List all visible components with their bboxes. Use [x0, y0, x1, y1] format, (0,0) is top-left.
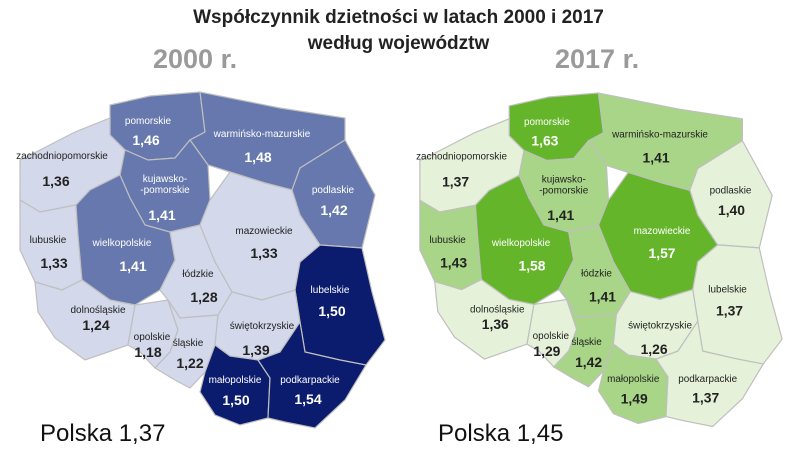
region-lodzkie: łódzkie 1,28	[159, 224, 233, 319]
region-name-zachodniopomorskie: zachodniopomorskie	[16, 151, 108, 162]
region-name-podlaskie: podlaskie	[312, 185, 355, 196]
region-value-mazowieckie: 1,57	[649, 245, 676, 261]
region-value-zachodniopomorskie: 1,37	[442, 173, 469, 189]
region-warminsko-mazurskie: warmińsko-mazurskie 1,41	[587, 92, 744, 192]
region-shape-slaskie	[154, 299, 219, 389]
region-value-lodzkie: 1,28	[190, 289, 217, 305]
region-name-podkarpackie: podkarpackie	[678, 374, 737, 385]
region-value-wielkopolskie: 1,41	[119, 258, 146, 274]
region-value-swietokrzyskie: 1,26	[641, 341, 668, 357]
region-value-warminsko-mazurskie: 1,48	[244, 149, 271, 165]
region-lubuskie: lubuskie 1,43	[419, 199, 483, 291]
region-value-opolskie: 1,29	[533, 343, 560, 359]
region-value-mazowieckie: 1,33	[250, 245, 277, 261]
region-mazowieckie: mazowieckie 1,57	[597, 171, 719, 301]
region-lubelskie: lubelskie 1,50	[294, 244, 386, 366]
region-name-wielkopolskie: wielkopolskie	[92, 238, 152, 249]
region-malopolskie: małopolskie 1,49	[597, 343, 669, 425]
region-value-lubelskie: 1,37	[716, 302, 743, 318]
region-podkarpackie: podkarpackie 1,54	[257, 320, 367, 429]
region-pomorskie: pomorskie 1,63	[508, 92, 605, 162]
total-label-2017: Polska 1,45	[438, 420, 564, 447]
region-name-dolnoslaskie: dolnośląskie	[70, 305, 125, 316]
region-value-dolnoslaskie: 1,36	[482, 316, 509, 332]
map-title-line2: według województw	[307, 33, 490, 54]
region-name-slaskie: śląskie	[571, 337, 602, 348]
region-wielkopolskie: wielkopolskie 1,58	[474, 174, 575, 306]
region-name-lubuskie: lubuskie	[429, 235, 466, 246]
region-name-lodzkie: łódzkie	[581, 269, 612, 280]
region-name-malopolskie: małopolskie	[209, 375, 262, 386]
region-value-kujawsko-pomorskie: 1,41	[547, 207, 574, 223]
region-value-podkarpackie: 1,54	[294, 391, 321, 407]
region-name-kujawsko-pomorskie: kujawsko--pomorskie	[140, 174, 190, 196]
region-shape-podkarpackie	[655, 319, 765, 428]
region-name-mazowieckie: mazowieckie	[634, 226, 691, 237]
region-lubuskie: lubuskie 1,33	[19, 198, 83, 291]
region-pomorskie: pomorskie 1,46	[109, 91, 206, 161]
region-lodzkie: łódzkie 1,41	[558, 224, 631, 318]
region-name-zachodniopomorskie: zachodniopomorskie	[416, 152, 507, 163]
map-2000: pomorskie 1,46 warmińsko-mazurskie 1,48 zach…	[16, 91, 386, 429]
region-warminsko-mazurskie: warmińsko-mazurskie 1,48	[189, 91, 346, 191]
region-name-podlaskie: podlaskie	[710, 185, 752, 196]
region-value-podlaskie: 1,42	[320, 202, 347, 218]
region-value-zachodniopomorskie: 1,36	[42, 173, 69, 189]
region-value-malopolskie: 1,49	[621, 391, 648, 407]
region-value-lubuskie: 1,33	[40, 255, 67, 271]
region-slaskie: śląskie 1,42	[552, 299, 618, 388]
region-value-podkarpackie: 1,37	[692, 390, 719, 406]
region-value-swietokrzyskie: 1,39	[242, 342, 269, 358]
region-value-podlaskie: 1,40	[718, 202, 745, 218]
region-name-wielkopolskie: wielkopolskie	[491, 238, 551, 249]
region-name-swietokrzyskie: świętokrzyskie	[628, 320, 692, 331]
year-label-2000: 2000 r.	[153, 44, 238, 74]
region-name-lodzkie: łódzkie	[182, 269, 214, 280]
region-value-slaskie: 1,42	[575, 354, 602, 370]
region-name-podkarpackie: podkarpackie	[280, 375, 340, 386]
region-name-slaskie: śląskie	[173, 338, 204, 349]
region-shape-slaskie	[552, 299, 618, 388]
region-swietokrzyskie: świętokrzyskie 1,26	[612, 288, 699, 360]
region-podkarpackie: podkarpackie 1,37	[655, 319, 765, 428]
region-value-pomorskie: 1,63	[531, 133, 558, 149]
region-name-lubelskie: lubelskie	[708, 285, 747, 296]
region-lubelskie: lubelskie 1,37	[692, 244, 783, 365]
region-value-slaskie: 1,22	[176, 355, 203, 371]
region-name-lubuskie: lubuskie	[30, 235, 67, 246]
region-value-lubuskie: 1,43	[440, 255, 467, 271]
region-value-warminsko-mazurskie: 1,41	[643, 150, 670, 166]
region-value-lodzkie: 1,41	[589, 288, 616, 304]
region-swietokrzyskie: świętokrzyskie 1,39	[214, 289, 301, 361]
region-name-mazowieckie: mazowieckie	[235, 226, 293, 237]
region-name-pomorskie: pomorskie	[524, 117, 570, 128]
region-slaskie: śląskie 1,22	[154, 299, 219, 389]
region-value-pomorskie: 1,46	[132, 132, 159, 148]
region-name-malopolskie: małopolskie	[607, 374, 660, 385]
region-name-pomorskie: pomorskie	[125, 116, 172, 127]
region-name-warminsko-mazurskie: warmińsko-mazurskie	[213, 129, 311, 140]
map-title-line1: Współczynnik dzietności w latach 2000 i …	[193, 7, 604, 28]
region-value-lubelskie: 1,50	[318, 303, 345, 319]
region-name-opolskie: opolskie	[533, 331, 570, 342]
region-name-swietokrzyskie: świętokrzyskie	[230, 321, 295, 332]
region-value-wielkopolskie: 1,58	[518, 258, 545, 274]
region-value-malopolskie: 1,50	[222, 392, 249, 408]
region-name-opolskie: opolskie	[134, 332, 171, 343]
region-name-dolnoslaskie: dolnośląskie	[470, 304, 525, 315]
map-2017: pomorskie 1,63 warmińsko-mazurskie 1,41 zach…	[416, 92, 783, 428]
region-shape-podkarpackie	[257, 320, 367, 429]
region-value-dolnoslaskie: 1,24	[82, 317, 109, 333]
total-label-2000: Polska 1,37	[40, 420, 166, 447]
year-label-2017: 2017 r.	[555, 44, 640, 74]
region-value-opolskie: 1,18	[134, 344, 161, 360]
region-name-lubelskie: lubelskie	[311, 285, 350, 296]
region-name-kujawsko-pomorskie: kujawsko--pomorskie	[539, 174, 588, 196]
region-value-kujawsko-pomorskie: 1,41	[148, 207, 175, 223]
region-name-warminsko-mazurskie: warmińsko-mazurskie	[611, 130, 708, 141]
